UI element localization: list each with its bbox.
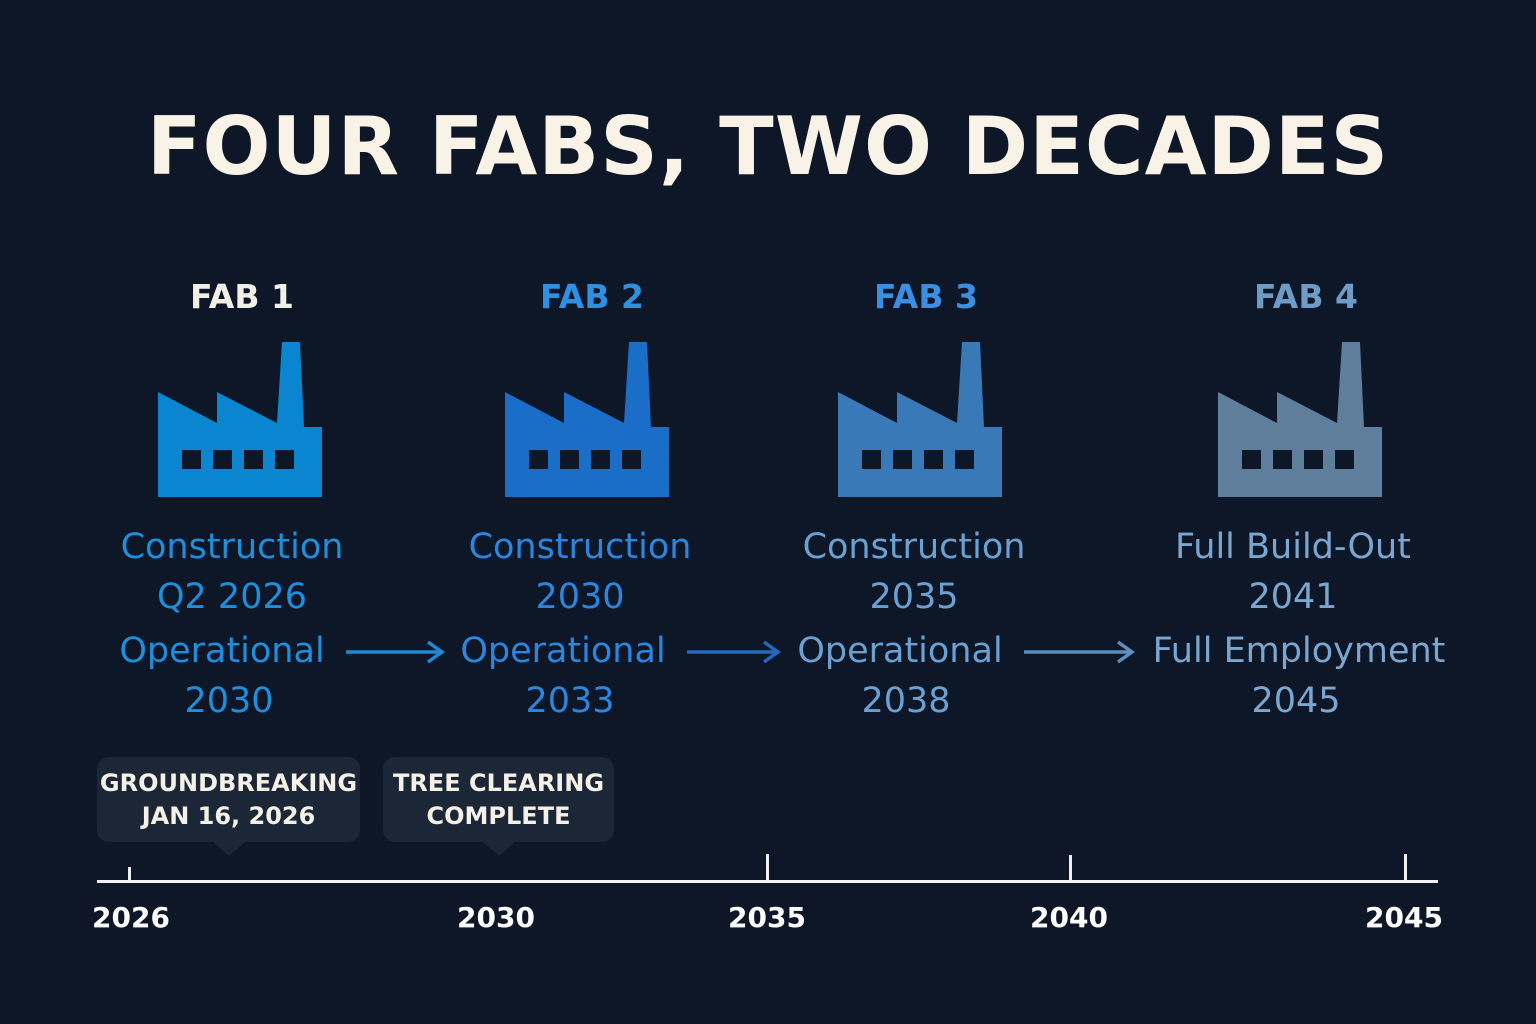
fab-4-label: FAB 4	[1254, 277, 1358, 316]
callout-tree-clearing-status: COMPLETE	[426, 802, 571, 830]
fab-2-label: FAB 2	[540, 277, 644, 316]
factory-icon	[157, 340, 323, 500]
page-title: FOUR FABS, TWO DECADES	[146, 100, 1390, 193]
year-label-2035: 2035	[728, 901, 806, 934]
fab-2-milestones: Construction 2030 Operational 2033	[410, 522, 750, 726]
fab-3-label: FAB 3	[874, 277, 978, 316]
callout-groundbreaking: GROUNDBREAKING JAN 16, 2026	[97, 757, 360, 856]
fab-2-date-2: 2033	[525, 681, 615, 721]
tick-2040	[1069, 855, 1072, 881]
arrow-right-icon	[1024, 640, 1136, 664]
factory-icon	[837, 340, 1003, 500]
arrow-right-icon	[687, 640, 782, 664]
tick-2026	[128, 867, 131, 881]
fab-2-phase-2: Operational	[460, 631, 666, 671]
year-label-2045: 2045	[1365, 901, 1443, 934]
fab-4-date-1: 2041	[1248, 577, 1338, 617]
arrow-right-icon	[346, 640, 446, 664]
callout-tree-clearing-title: TREE CLEARING	[392, 769, 605, 797]
fab-1-phase-2: Operational	[119, 631, 325, 671]
fab-2-date-1: 2030	[535, 577, 625, 617]
fab-3-phase-2: Operational	[797, 631, 1003, 671]
fab-1-label: FAB 1	[190, 277, 294, 316]
fab-1-date-1: Q2 2026	[156, 577, 307, 617]
fab-3-milestones: Construction 2035 Operational 2038	[744, 522, 1084, 726]
fab-4-phase-2: Full Employment	[1152, 631, 1446, 671]
fab-4-date-2: 2045	[1251, 681, 1341, 721]
fab-1-phase-1: Construction	[120, 527, 344, 567]
callout-pointer	[213, 842, 245, 856]
year-label-2030: 2030	[457, 901, 535, 934]
year-label-2026: 2026	[92, 901, 170, 934]
year-label-2040: 2040	[1030, 901, 1108, 934]
callout-groundbreaking-title: GROUNDBREAKING	[99, 769, 358, 797]
fab-2-phase-1: Construction	[468, 527, 692, 567]
fab-3-date-2: 2038	[861, 681, 951, 721]
tick-2035	[766, 854, 769, 881]
fab-1-milestones: Construction Q2 2026 Operational 2030	[62, 522, 402, 726]
fab-3-date-1: 2035	[869, 577, 959, 617]
callout-pointer	[483, 842, 515, 856]
fab-1-date-2: 2030	[184, 681, 274, 721]
fab-4-phase-1: Full Build-Out	[1175, 527, 1411, 567]
factory-icon	[1217, 340, 1383, 500]
callout-groundbreaking-date: JAN 16, 2026	[141, 802, 316, 830]
fab-3-phase-1: Construction	[802, 527, 1026, 567]
callout-tree-clearing: TREE CLEARING COMPLETE	[383, 757, 614, 856]
tick-2045	[1404, 854, 1407, 881]
timeline-axis	[97, 880, 1438, 883]
factory-icon	[504, 340, 670, 500]
fab-4-milestones: Full Build-Out 2041 Full Employment 2045	[1124, 522, 1474, 726]
